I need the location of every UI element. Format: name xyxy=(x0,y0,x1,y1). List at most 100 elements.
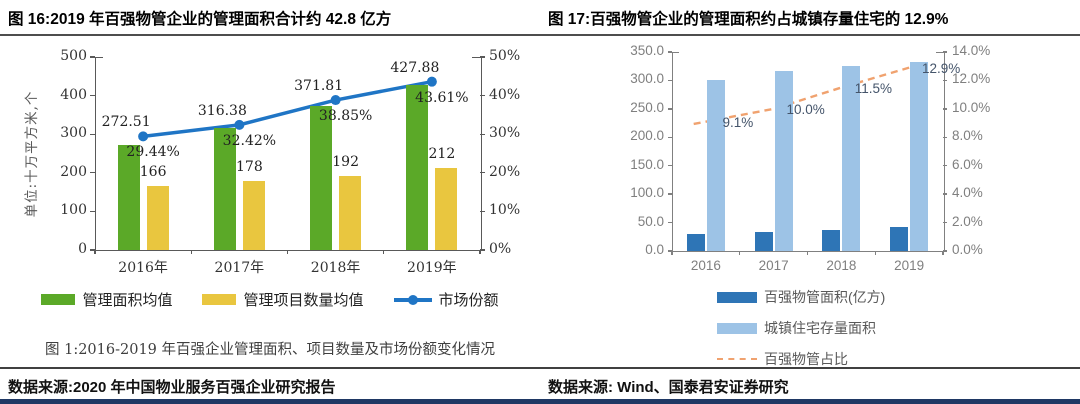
y2-axis-tick-label: 2.0% xyxy=(952,213,983,229)
legend-item: 百强物管占比 xyxy=(717,349,885,369)
axis-tick xyxy=(668,250,672,252)
figure-17-title: 图 17:百强物管企业的管理面积约占城镇存量住宅的 12.9% xyxy=(548,11,949,28)
data-label-area: 427.88 xyxy=(390,59,440,76)
data-label-ratio: 9.1% xyxy=(722,114,754,130)
x-axis-tick xyxy=(479,250,481,254)
bar-top100-area xyxy=(822,229,841,251)
legend-swatch-bar xyxy=(41,294,76,305)
legend-item: 管理项目数量均值 xyxy=(202,289,364,310)
legend-label: 百强物管占比 xyxy=(764,351,848,367)
axis-tick xyxy=(90,172,95,174)
y2-axis-tick-label: 14.0% xyxy=(952,43,991,58)
legend-label: 百强物管面积(亿方) xyxy=(764,289,886,305)
y2-axis-tick-label: 6.0% xyxy=(952,156,983,172)
legend-line-marker xyxy=(407,294,418,305)
bar-top100-area xyxy=(754,232,773,251)
x-axis-label: 2019 xyxy=(894,258,925,273)
axis-tick xyxy=(668,136,672,138)
legend-swatch-dashed-line xyxy=(717,358,757,360)
data-label-count: 178 xyxy=(236,159,263,176)
right-plot-area xyxy=(672,52,945,252)
axis-tick xyxy=(668,165,672,167)
market-share-line-layer xyxy=(138,76,437,142)
y2-axis-tick-label: 10.0% xyxy=(952,99,991,115)
y-axis-tick-label: 250.0 xyxy=(630,99,664,115)
data-label-area: 316.38 xyxy=(197,102,247,119)
legend-label: 市场份额 xyxy=(438,291,499,309)
bar-top100-area xyxy=(890,226,909,251)
axis-tick xyxy=(480,133,485,135)
figure-16-inner-caption: 图 1:2016-2019 年百强企业管理面积、项目数量及市场份额变化情况 xyxy=(44,342,496,358)
axis-tick xyxy=(480,249,485,251)
legend-item: 市场份额 xyxy=(393,289,499,310)
axis-tick xyxy=(480,56,485,58)
axis-tick xyxy=(90,56,95,58)
y-axis-tick-label: 500 xyxy=(60,48,87,64)
x-axis-tick xyxy=(286,250,289,254)
bar-project-count xyxy=(146,185,169,250)
x-axis-label: 2019年 xyxy=(407,260,457,276)
axis-serif xyxy=(472,57,480,59)
left-plot-area xyxy=(95,57,482,251)
figure-16-title: 图 16:2019 年百强物管企业的管理面积合计约 42.8 亿方 xyxy=(8,11,392,28)
y-axis-tick-label: 400 xyxy=(60,86,87,103)
data-label-count: 166 xyxy=(139,163,167,180)
axis-tick xyxy=(90,249,95,251)
axis-tick xyxy=(943,221,947,224)
x-axis-label: 2017 xyxy=(758,258,789,273)
legend-swatch-bar xyxy=(717,322,757,334)
bar-managed-area xyxy=(213,127,236,250)
data-label-ratio: 10.0% xyxy=(786,101,825,117)
figure-17-chart: 0.0 50.0 100.0 150.0 200.0 250.0 300.0 350.0 0.0… xyxy=(540,0,1080,404)
axis-tick xyxy=(90,133,95,135)
bar-managed-area xyxy=(117,144,140,250)
axis-serif xyxy=(672,52,679,54)
data-label-count: 192 xyxy=(332,153,359,170)
axis-tick xyxy=(668,193,672,195)
y2-axis-tick-label: 30% xyxy=(489,125,521,142)
x-axis-tick xyxy=(806,251,809,255)
data-label-area: 371.81 xyxy=(294,78,344,95)
y-axis-tick-label: 100 xyxy=(60,202,87,219)
bar-urban-housing-stock xyxy=(910,62,929,251)
axis-tick xyxy=(943,51,947,53)
y-axis-tick-label: 200.0 xyxy=(630,128,664,144)
y2-axis-tick-label: 20% xyxy=(489,163,521,180)
trend-line xyxy=(142,79,433,139)
legend-item: 城镇住宅存量面积 xyxy=(717,318,885,338)
legend-item: 百强物管面积(亿方) xyxy=(717,287,885,307)
x-axis-tick xyxy=(383,250,385,254)
axis-tick xyxy=(90,210,95,213)
y-axis-tick-label: 300.0 xyxy=(630,71,664,87)
bar-project-count xyxy=(339,175,362,250)
line-marker xyxy=(138,131,149,142)
axis-serif xyxy=(95,57,103,59)
x-axis-label: 2017年 xyxy=(214,260,265,276)
axis-tick xyxy=(668,221,672,224)
legend-label: 管理面积均值 xyxy=(82,291,173,309)
x-axis-tick xyxy=(874,251,876,255)
axis-tick xyxy=(668,51,672,53)
right-source-rule xyxy=(540,367,1080,369)
axis-tick xyxy=(943,250,947,252)
axis-tick xyxy=(943,79,947,82)
left-chart-legend: 管理面积均值 管理项目数量均值 市场份额 xyxy=(0,289,540,310)
legend-label: 城镇住宅存量面积 xyxy=(764,320,876,336)
y-axis-tick-label: 350.0 xyxy=(630,43,664,58)
x-axis-tick xyxy=(94,250,96,254)
y2-axis-tick-label: 12.0% xyxy=(952,71,991,87)
y-axis-tick-label: 50.0 xyxy=(637,213,664,229)
bar-managed-area xyxy=(310,106,333,250)
left-source-text: 数据来源:2020 年中国物业服务百强企业研究报告 xyxy=(8,379,336,396)
y-axis-tick-label: 100.0 xyxy=(630,185,664,201)
axis-tick xyxy=(480,172,485,174)
bar-urban-housing-stock xyxy=(706,80,725,251)
figure-16-panel: 图 16:2019 年百强物管企业的管理面积合计约 42.8 亿方 0 100 20… xyxy=(0,11,540,396)
figure-16-chart: 0 100 200 300 400 500 0% 10% 20% 30% 40% 50% 单位:十万平方… xyxy=(0,48,540,310)
line-marker xyxy=(426,76,437,87)
axis-tick xyxy=(668,108,672,110)
right-chart-legend: 百强物管面积(亿方) 城镇住宅存量面积 百强物管占比 xyxy=(717,287,885,369)
x-axis-label: 2018年 xyxy=(310,260,361,276)
data-label-ratio: 11.5% xyxy=(854,80,893,96)
